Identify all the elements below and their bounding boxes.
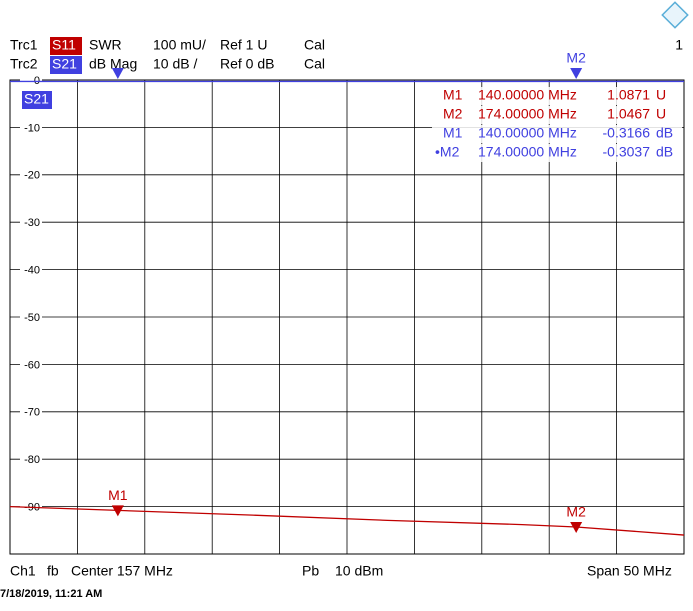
header-text: 10 dB / (153, 56, 197, 72)
y-tick-label: -80 (24, 454, 40, 466)
header-text: Ref 0 dB (220, 56, 274, 72)
footer-text: Span 50 MHz (587, 563, 672, 579)
marker-table-bg (432, 87, 682, 105)
marker-table-cell: dB (656, 144, 673, 160)
y-tick-label-bg (20, 311, 42, 323)
header-text: Trc2 (10, 56, 38, 72)
y-tick-label: -10 (24, 122, 40, 134)
y-tick-label-bg (20, 405, 42, 418)
header-text: SWR (89, 37, 122, 53)
y-tick-label: -30 (24, 217, 40, 229)
header-text: Cal (304, 56, 325, 72)
active-trace-box (22, 91, 52, 109)
marker-table-cell: -0.3166 (603, 125, 651, 141)
y-tick-label: -50 (24, 312, 40, 324)
timestamp: 7/18/2019, 11:21 AM (0, 588, 102, 600)
marker-table-cell: M2 (443, 106, 463, 122)
header-text: Trc1 (10, 37, 38, 53)
y-tick-label: -70 (24, 407, 40, 419)
y-tick-label-bg (20, 216, 42, 229)
marker-table-cell: 174.00000 MHz (478, 144, 577, 160)
trace-badge-label: S11 (52, 37, 76, 53)
y-tick-label: -60 (24, 359, 40, 371)
marker-table-cell: 1.0871 (607, 87, 650, 103)
marker-table-cell: U (656, 87, 666, 103)
marker-table-bg (432, 144, 682, 162)
header-text: Ref 1 U (220, 37, 267, 53)
y-tick-label-bg (20, 121, 42, 134)
y-tick-label-bg (20, 358, 42, 371)
marker-label: M2 (566, 504, 586, 520)
footer-text: Pb (302, 563, 319, 579)
y-tick-label: -40 (24, 265, 40, 277)
marker-label: M1 (108, 487, 128, 503)
trace-badge-label: S21 (52, 56, 77, 72)
marker-label: M2 (566, 50, 586, 66)
marker-table-cell: M1 (443, 87, 463, 103)
y-tick-label: -20 (24, 170, 40, 182)
trace-badge (50, 56, 82, 74)
y-tick-label-bg (20, 168, 42, 181)
marker-table-cell: 140.00000 MHz (478, 125, 577, 141)
y-tick-label-bg (20, 263, 42, 276)
marker-table-cell: 174.00000 MHz (478, 106, 577, 122)
marker-table-cell: -0.3037 (603, 144, 651, 160)
header-text: Cal (304, 37, 325, 53)
footer-text: fb (47, 563, 59, 579)
y-tick-label-bg (20, 500, 42, 513)
trace-badge (50, 37, 82, 55)
y-tick-label-bg (20, 74, 42, 86)
marker-triangle (570, 521, 583, 533)
logo (661, 1, 689, 29)
marker-table-cell: 1.0467 (607, 106, 650, 122)
active-trace-label: S21 (24, 91, 49, 107)
marker-table-cell: 140.00000 MHz (478, 87, 577, 103)
marker-triangle (111, 68, 124, 79)
channel-number: 1 (675, 37, 683, 53)
marker-triangle (570, 68, 583, 79)
y-tick-label-bg (20, 453, 42, 466)
footer-text: Ch1 (10, 563, 36, 579)
marker-table-cell: U (656, 106, 666, 122)
marker-table-cell: M1 (443, 125, 463, 141)
header-text: 100 mU/ (153, 37, 206, 53)
footer-text: Center 157 MHz (71, 563, 173, 579)
footer-text: 10 dBm (335, 563, 383, 579)
marker-triangle (111, 505, 124, 517)
marker-table-bg (432, 106, 682, 124)
marker-table-cell: dB (656, 125, 673, 141)
header-text: dB Mag (89, 56, 137, 72)
marker-table-bg (432, 125, 682, 143)
marker-table-cell: •M2 (435, 144, 460, 160)
